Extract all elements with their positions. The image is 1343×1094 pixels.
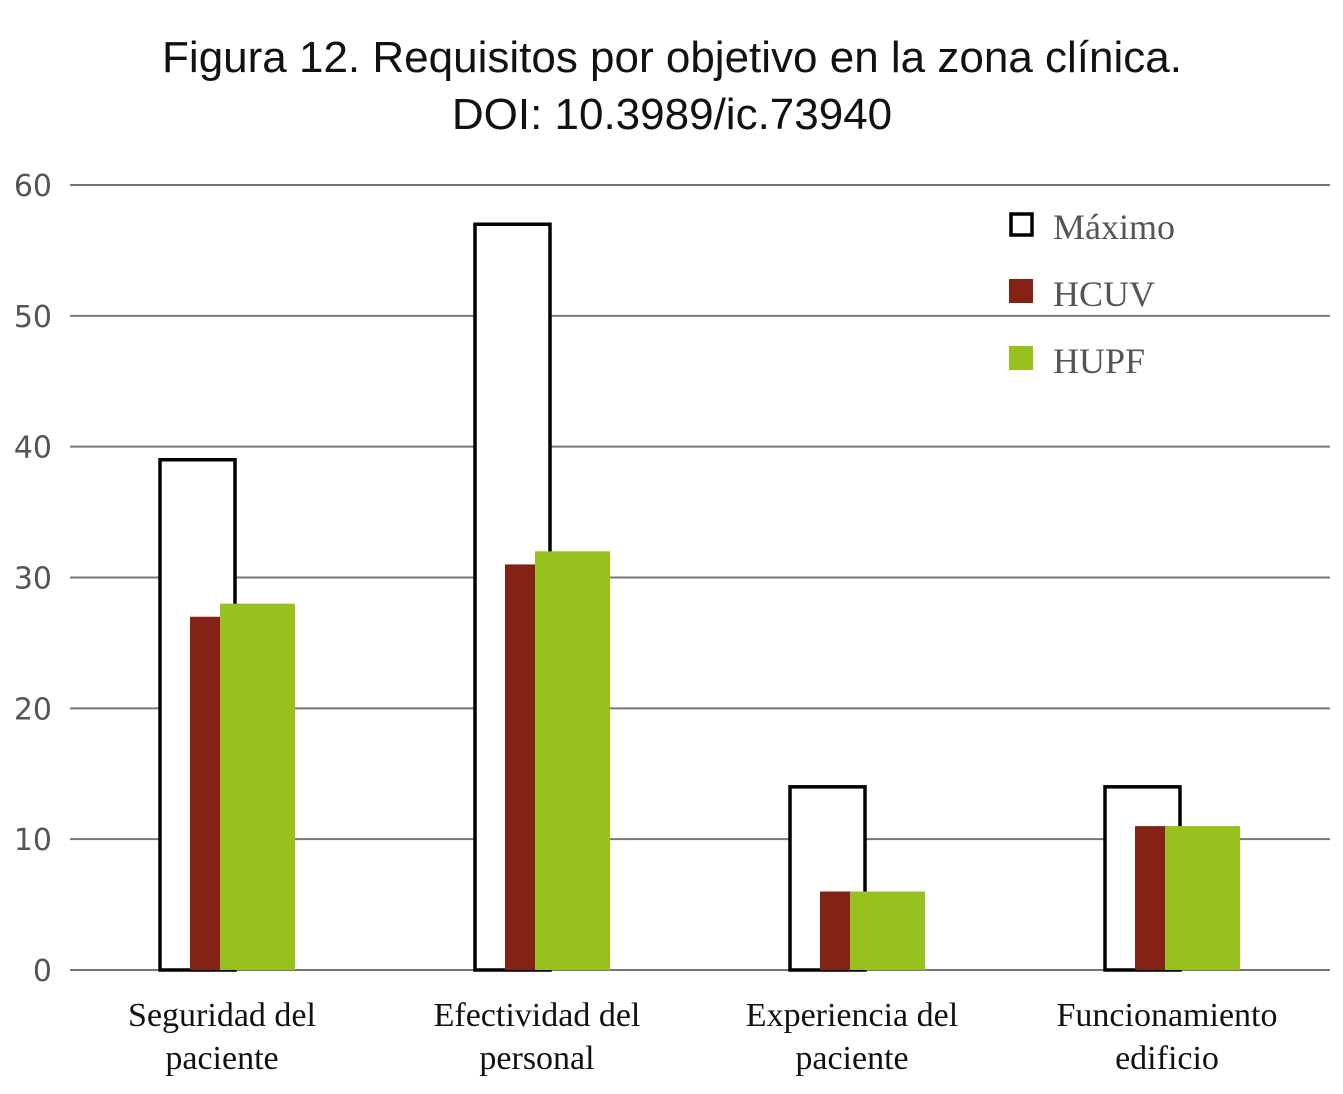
x-tick-label-line: paciente xyxy=(795,1040,908,1077)
x-tick-label-line: Funcionamiento xyxy=(1057,997,1278,1034)
y-tick-label: 20 xyxy=(14,692,52,727)
legend-swatch xyxy=(1009,279,1033,303)
legend-label: Máximo xyxy=(1053,207,1175,247)
x-tick-label: Seguridad del paciente xyxy=(128,997,316,1077)
bar-hcuv xyxy=(190,616,225,970)
x-tick-label: Efectividad del personal xyxy=(434,997,641,1077)
y-tick-label: 50 xyxy=(14,300,52,335)
chart-subtitle: DOI: 10.3989/ic.73940 xyxy=(452,90,892,139)
y-axis-ticks: 0 10 20 30 40 50 60 xyxy=(14,169,52,989)
legend-swatch xyxy=(1009,212,1034,237)
x-tick-label: Funcionamiento edificio xyxy=(1057,997,1278,1077)
bar-hupf xyxy=(850,891,925,970)
bar-hcuv xyxy=(505,564,540,970)
bar-hcuv xyxy=(820,891,855,970)
chart-title: Figura 12. Requisitos por objetivo en la… xyxy=(162,33,1182,82)
bar-hupf xyxy=(1165,826,1240,970)
bar-hcuv xyxy=(1135,826,1170,970)
x-tick-label-line: personal xyxy=(479,1040,594,1077)
x-tick-label-line: Experiencia del xyxy=(746,997,958,1034)
bar-hupf xyxy=(535,551,610,970)
legend-label: HCUV xyxy=(1053,274,1155,314)
legend-swatch xyxy=(1009,346,1033,370)
x-tick-label-line: Seguridad del xyxy=(128,997,316,1034)
y-tick-label: 30 xyxy=(14,562,52,597)
x-tick-label-line: paciente xyxy=(165,1040,278,1077)
bar-series xyxy=(158,222,1240,972)
y-tick-label: 60 xyxy=(14,169,52,204)
x-axis-labels: Seguridad del paciente Efectividad del pers… xyxy=(128,997,1277,1077)
x-tick-label: Experiencia del paciente xyxy=(746,997,958,1077)
y-tick-label: 10 xyxy=(14,823,52,858)
y-tick-label: 0 xyxy=(33,954,52,989)
x-tick-label-line: Efectividad del xyxy=(434,997,641,1034)
legend: Máximo HCUV HUPF xyxy=(1009,207,1175,381)
y-tick-label: 40 xyxy=(14,431,52,466)
legend-label: HUPF xyxy=(1053,341,1145,381)
bar-hupf xyxy=(220,603,295,970)
x-tick-label-line: edificio xyxy=(1115,1040,1219,1077)
